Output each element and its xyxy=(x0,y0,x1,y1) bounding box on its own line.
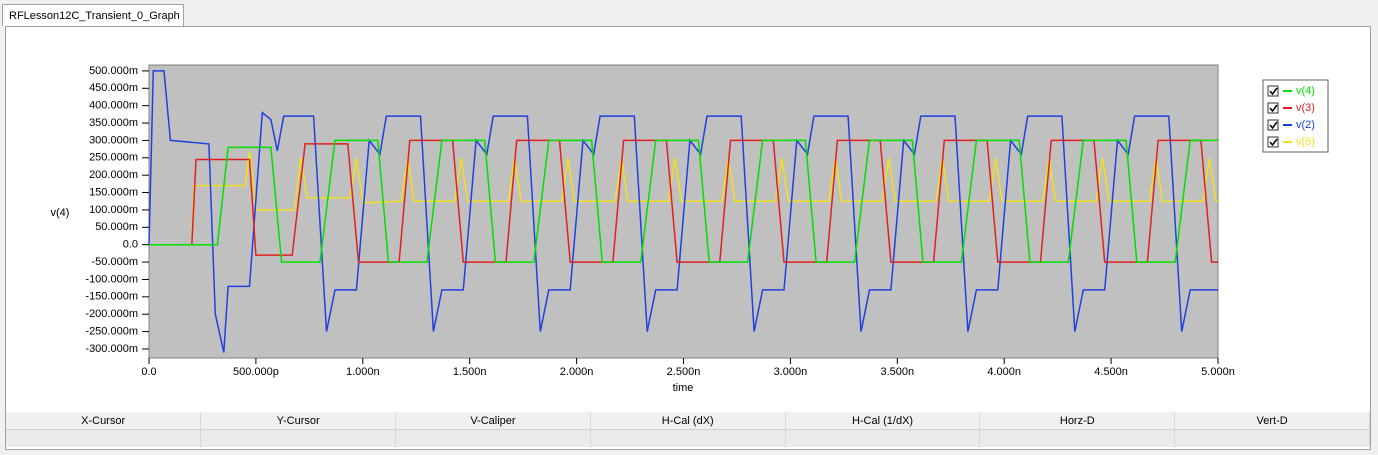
column-header: Y-Cursor xyxy=(200,412,397,430)
legend-label: v(2) xyxy=(1296,119,1315,131)
column-header: H-Cal (1/dX) xyxy=(785,412,981,430)
cursor-cell xyxy=(200,429,397,447)
x-tick-label: 1.000n xyxy=(346,366,380,378)
x-axis-label: time xyxy=(673,382,694,394)
y-tick-label: -250.000m xyxy=(85,325,138,337)
x-tick-label: 4.500n xyxy=(1094,366,1128,378)
legend-label: v(4) xyxy=(1296,85,1315,97)
column-header: V-Caliper xyxy=(395,412,591,430)
legend-checkbox[interactable] xyxy=(1267,136,1279,148)
x-tick-label: 5.000n xyxy=(1201,366,1235,378)
legend-label: v(3) xyxy=(1296,102,1315,114)
legend-check xyxy=(1269,104,1278,113)
series-group xyxy=(148,70,1218,353)
y-tick-label: 350.000m xyxy=(89,117,138,129)
legend-check xyxy=(1269,87,1278,96)
cursor-cell xyxy=(6,429,202,447)
y-axis-label: v(4) xyxy=(51,207,70,219)
cursor-cell xyxy=(785,429,981,447)
graph-tab[interactable]: RFLesson12C_Transient_0_Graph xyxy=(2,4,184,26)
cursor-cell xyxy=(590,429,786,447)
column-header: Horz-D xyxy=(979,412,1176,430)
y-tick-label: -200.000m xyxy=(85,308,138,320)
y-tick-label: 500.000m xyxy=(89,65,138,77)
cursor-table: X-Cursor Y-Cursor V-Caliper H-Cal (dX) H-Cal… xyxy=(6,412,1370,447)
y-tick-label: 0.0 xyxy=(123,239,138,251)
x-tick-label: 0.0 xyxy=(141,366,156,378)
y-tick-label: 300.000m xyxy=(89,134,138,146)
cursor-cell xyxy=(1174,429,1370,447)
y-tick-label: 200.000m xyxy=(89,169,138,181)
legend-checkbox[interactable] xyxy=(1267,102,1279,114)
cursor-cell xyxy=(395,429,591,447)
legend-checkbox[interactable] xyxy=(1267,85,1279,97)
y-tick-label: -50.000m xyxy=(92,256,138,268)
legend-checkbox[interactable] xyxy=(1267,119,1279,131)
y-tick-label: 400.000m xyxy=(89,100,138,112)
y-tick-label: 450.000m xyxy=(89,82,138,94)
chart: v(4) time 500.000m 450.000m 400.000m 350.00… xyxy=(51,64,1329,394)
x-tick-label: 500.000p xyxy=(233,366,279,378)
x-tick-label: 2.500n xyxy=(667,366,701,378)
y-tick-label: 150.000m xyxy=(89,186,138,198)
y-tick-label: -100.000m xyxy=(85,273,138,285)
y-tick-label: 100.000m xyxy=(89,204,138,216)
series-line xyxy=(149,139,1218,263)
y-tick-label: 50.000m xyxy=(95,221,138,233)
y-tick-label: 250.000m xyxy=(89,152,138,164)
legend-label: v(5) xyxy=(1296,136,1315,148)
y-tick-label: -300.000m xyxy=(85,343,138,355)
legend-check xyxy=(1269,138,1278,147)
legend-check xyxy=(1269,121,1278,130)
column-header: X-Cursor xyxy=(6,412,202,430)
series-line xyxy=(149,139,1218,263)
x-tick-label: 2.000n xyxy=(560,366,594,378)
x-tick-label: 3.000n xyxy=(774,366,808,378)
cursor-cell xyxy=(979,429,1176,447)
x-tick-label: 1.500n xyxy=(453,366,487,378)
series-line xyxy=(148,70,1218,353)
y-tick-label: -150.000m xyxy=(85,291,138,303)
column-header: H-Cal (dX) xyxy=(590,412,786,430)
x-tick-label: 4.000n xyxy=(987,366,1021,378)
series-line xyxy=(149,150,1218,246)
x-tick-label: 3.500n xyxy=(880,366,914,378)
column-header: Vert-D xyxy=(1174,412,1370,430)
